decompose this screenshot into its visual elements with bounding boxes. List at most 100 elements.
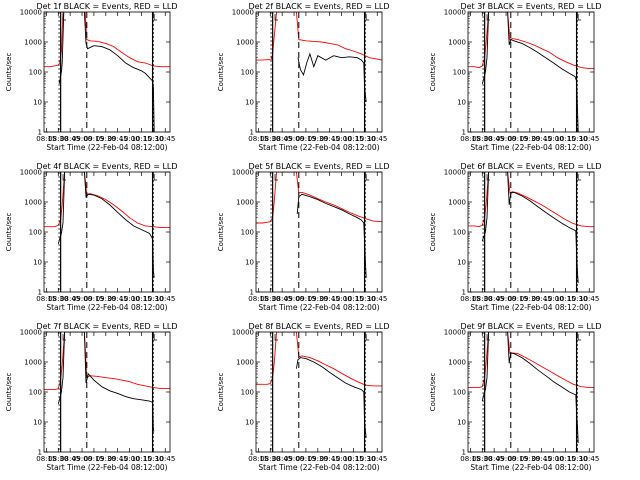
interval-end-glyph — [153, 14, 158, 21]
x-tick-label: 09:45 — [320, 455, 340, 463]
y-tick-label: 10 — [33, 259, 42, 267]
y-tick-label: 10 — [33, 419, 42, 427]
x-tick-label: 09:00 — [284, 135, 304, 143]
x-tick-label: 08:45 — [272, 455, 292, 463]
x-tick-label: 08:45 — [484, 455, 504, 463]
x-tick-label: 08:45 — [60, 455, 80, 463]
events-series-line — [296, 193, 367, 278]
y-tick-label: 10 — [245, 419, 254, 427]
x-tick-label: 10:30 — [355, 455, 375, 463]
x-tick-label: 08:30 — [260, 455, 280, 463]
x-tick-label: 09:00 — [496, 135, 516, 143]
x-tick-label: 10:00 — [331, 295, 351, 303]
lld-series-line — [256, 12, 382, 61]
x-tick-label: 08:45 — [272, 135, 292, 143]
y-tick-label: 10000 — [20, 169, 42, 177]
interval-end-glyph — [577, 14, 582, 21]
x-tick-label: 08:45 — [484, 135, 504, 143]
x-tick-label: 09:30 — [308, 135, 328, 143]
x-tick-label: 09:00 — [72, 455, 92, 463]
x-tick-label: 09:30 — [96, 295, 116, 303]
y-tick-label: 1 — [250, 129, 254, 137]
y-axis-label: Counts/sec — [217, 373, 225, 412]
y-tick-label: 10000 — [20, 329, 42, 337]
x-tick-label: 09:45 — [532, 295, 552, 303]
y-tick-label: 1 — [462, 449, 466, 457]
chart-panel: Det 7f BLACK = Events, RED = LLD Counts/s… — [5, 322, 178, 472]
x-tick-label: 08:30 — [472, 135, 492, 143]
x-tick-label: 09:15 — [84, 295, 104, 303]
events-series-line — [58, 12, 155, 132]
x-tick-label: 08:30 — [260, 135, 280, 143]
x-tick-label: 10:30 — [143, 455, 163, 463]
x-tick-label: 10:15 — [343, 135, 363, 143]
chart-panel: Det 5f BLACK = Events, RED = LLD Counts/s… — [217, 162, 390, 312]
chart-panel: Det 6f BLACK = Events, RED = LLD Counts/s… — [429, 162, 602, 312]
x-tick-label: 08:45 — [60, 295, 80, 303]
x-tick-label: 09:45 — [532, 455, 552, 463]
interval-start-glyph — [274, 174, 279, 181]
x-axis-label: Start Time (22-Feb-04 08:12:00) — [258, 463, 379, 472]
x-tick-label: 10:45 — [367, 455, 387, 463]
x-tick-label: 10:00 — [543, 455, 563, 463]
y-axis-label: Counts/sec — [5, 373, 13, 412]
x-tick-label: 09:45 — [108, 455, 128, 463]
x-tick-label: 09:00 — [72, 135, 92, 143]
x-tick-label: 08:15 — [36, 295, 56, 303]
x-tick-label: 08:15 — [248, 135, 268, 143]
x-tick-label: 10:15 — [131, 295, 151, 303]
y-tick-label: 1 — [38, 449, 42, 457]
interval-end-glyph — [153, 334, 158, 341]
interval-start-glyph — [486, 334, 491, 341]
x-tick-label: 10:00 — [331, 455, 351, 463]
x-tick-label: 08:15 — [460, 295, 480, 303]
y-tick-label: 100 — [29, 69, 42, 77]
x-tick-label: 08:15 — [36, 455, 56, 463]
y-tick-label: 10000 — [444, 9, 466, 17]
chart-title: Det 8f BLACK = Events, RED = LLD — [248, 322, 389, 331]
x-tick-label: 10:15 — [343, 455, 363, 463]
x-tick-label: 10:00 — [119, 295, 139, 303]
x-tick-label: 10:45 — [579, 135, 599, 143]
x-tick-label: 08:45 — [484, 295, 504, 303]
x-tick-label: 10:15 — [131, 455, 151, 463]
x-tick-label: 10:45 — [579, 455, 599, 463]
chart-panel: Det 4f BLACK = Events, RED = LLD Counts/s… — [5, 162, 178, 312]
y-tick-label: 1000 — [236, 199, 254, 207]
chart-panel: Det 2f BLACK = Events, RED = LLD Counts/s… — [217, 2, 390, 152]
x-tick-label: 10:30 — [143, 295, 163, 303]
events-series-line — [481, 12, 579, 132]
x-tick-label: 08:30 — [472, 455, 492, 463]
interval-start-glyph — [274, 14, 279, 21]
x-tick-label: 08:30 — [48, 455, 68, 463]
x-tick-label: 09:00 — [72, 295, 92, 303]
interval-end-glyph — [365, 14, 370, 21]
x-tick-label: 10:00 — [119, 135, 139, 143]
x-tick-label: 08:30 — [260, 295, 280, 303]
interval-start-glyph — [62, 14, 67, 21]
x-tick-label: 10:15 — [131, 135, 151, 143]
chart-title: Det 1f BLACK = Events, RED = LLD — [36, 2, 177, 11]
x-tick-label: 09:45 — [320, 135, 340, 143]
x-axis-label: Start Time (22-Feb-04 08:12:00) — [470, 143, 591, 152]
x-tick-label: 08:45 — [272, 295, 292, 303]
x-tick-label: 08:15 — [460, 135, 480, 143]
events-series-line — [297, 52, 367, 103]
x-tick-label: 08:30 — [48, 295, 68, 303]
x-tick-label: 09:15 — [84, 455, 104, 463]
x-tick-label: 10:45 — [367, 135, 387, 143]
x-tick-label: 09:30 — [520, 455, 540, 463]
x-tick-label: 10:30 — [567, 295, 587, 303]
y-axis-label: Counts/sec — [5, 213, 13, 252]
x-tick-label: 09:15 — [296, 295, 316, 303]
events-series-line — [57, 172, 155, 278]
y-tick-label: 1 — [38, 129, 42, 137]
x-tick-label: 09:45 — [108, 135, 128, 143]
interval-start-glyph — [486, 174, 491, 181]
lld-series-line — [44, 172, 170, 229]
x-tick-label: 10:30 — [355, 295, 375, 303]
y-tick-label: 1 — [250, 449, 254, 457]
interval-end-glyph — [577, 334, 582, 341]
y-tick-label: 100 — [29, 389, 42, 397]
